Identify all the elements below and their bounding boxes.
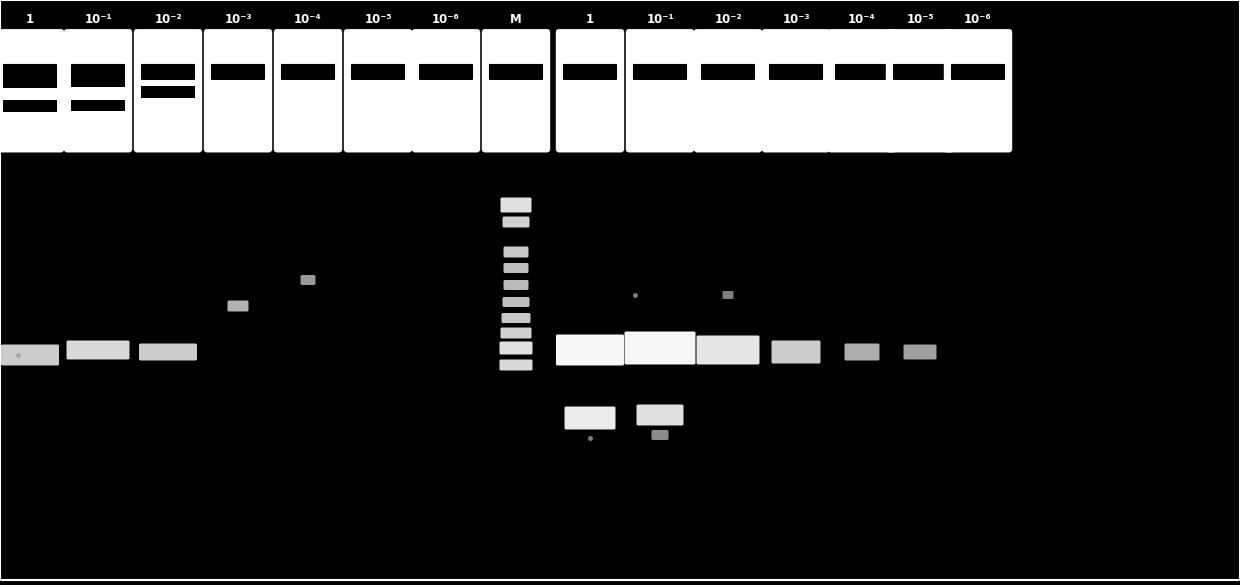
FancyBboxPatch shape <box>904 345 936 360</box>
Bar <box>140 86 195 98</box>
FancyBboxPatch shape <box>694 29 763 152</box>
FancyBboxPatch shape <box>771 340 821 363</box>
FancyBboxPatch shape <box>501 313 531 323</box>
FancyBboxPatch shape <box>626 29 694 152</box>
FancyBboxPatch shape <box>71 64 125 80</box>
FancyBboxPatch shape <box>139 343 197 360</box>
FancyBboxPatch shape <box>556 29 624 152</box>
Text: 10⁻⁵: 10⁻⁵ <box>365 13 392 26</box>
FancyBboxPatch shape <box>500 342 532 355</box>
FancyBboxPatch shape <box>2 64 57 80</box>
Text: 1: 1 <box>26 13 33 26</box>
FancyBboxPatch shape <box>625 332 696 364</box>
FancyBboxPatch shape <box>134 29 202 152</box>
Text: 10⁻⁴: 10⁻⁴ <box>294 13 322 26</box>
FancyBboxPatch shape <box>351 64 405 80</box>
FancyBboxPatch shape <box>636 404 683 425</box>
FancyBboxPatch shape <box>489 64 543 80</box>
Bar <box>2 77 57 88</box>
FancyBboxPatch shape <box>893 64 947 80</box>
Bar <box>71 100 125 111</box>
FancyBboxPatch shape <box>697 336 759 364</box>
Bar <box>71 77 125 87</box>
FancyBboxPatch shape <box>502 297 529 307</box>
FancyBboxPatch shape <box>67 340 129 360</box>
FancyBboxPatch shape <box>769 64 823 80</box>
FancyBboxPatch shape <box>763 29 830 152</box>
FancyBboxPatch shape <box>951 64 1006 80</box>
FancyBboxPatch shape <box>482 29 551 152</box>
FancyBboxPatch shape <box>502 216 529 228</box>
Text: 10⁻¹: 10⁻¹ <box>646 13 673 26</box>
Text: 10⁻¹: 10⁻¹ <box>84 13 112 26</box>
FancyBboxPatch shape <box>563 64 618 80</box>
FancyBboxPatch shape <box>412 29 480 152</box>
Text: 10⁻⁴: 10⁻⁴ <box>848 13 875 26</box>
Text: 1: 1 <box>587 13 594 26</box>
FancyBboxPatch shape <box>343 29 412 152</box>
FancyBboxPatch shape <box>632 64 687 80</box>
FancyBboxPatch shape <box>828 29 897 152</box>
Text: 10⁻⁶: 10⁻⁶ <box>965 13 992 26</box>
FancyBboxPatch shape <box>556 335 624 366</box>
FancyBboxPatch shape <box>0 29 64 152</box>
FancyBboxPatch shape <box>419 64 472 80</box>
Text: M: M <box>510 13 522 26</box>
FancyBboxPatch shape <box>1 345 60 366</box>
FancyBboxPatch shape <box>887 29 954 152</box>
FancyBboxPatch shape <box>503 246 528 257</box>
Bar <box>2 100 57 112</box>
FancyBboxPatch shape <box>503 263 528 273</box>
FancyBboxPatch shape <box>500 360 532 370</box>
FancyBboxPatch shape <box>141 64 195 80</box>
FancyBboxPatch shape <box>501 328 532 339</box>
Text: 10⁻³: 10⁻³ <box>782 13 810 26</box>
FancyBboxPatch shape <box>274 29 342 152</box>
FancyBboxPatch shape <box>211 64 265 80</box>
Text: 10⁻²: 10⁻² <box>154 13 182 26</box>
FancyBboxPatch shape <box>503 280 528 290</box>
FancyBboxPatch shape <box>564 407 615 429</box>
FancyBboxPatch shape <box>723 291 734 299</box>
FancyBboxPatch shape <box>701 64 755 80</box>
Text: 10⁻²: 10⁻² <box>714 13 742 26</box>
FancyBboxPatch shape <box>651 430 668 440</box>
FancyBboxPatch shape <box>281 64 335 80</box>
FancyBboxPatch shape <box>835 64 889 80</box>
Text: 10⁻⁵: 10⁻⁵ <box>906 13 934 26</box>
FancyBboxPatch shape <box>300 275 315 285</box>
FancyBboxPatch shape <box>205 29 272 152</box>
FancyBboxPatch shape <box>501 198 532 212</box>
Text: 10⁻³: 10⁻³ <box>224 13 252 26</box>
FancyBboxPatch shape <box>64 29 131 152</box>
FancyBboxPatch shape <box>227 301 248 311</box>
FancyBboxPatch shape <box>844 343 879 360</box>
FancyBboxPatch shape <box>944 29 1012 152</box>
Text: 10⁻⁶: 10⁻⁶ <box>432 13 460 26</box>
